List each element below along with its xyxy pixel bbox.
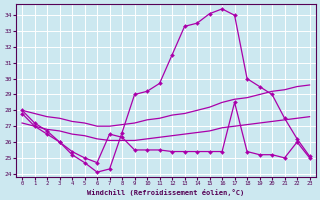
X-axis label: Windchill (Refroidissement éolien,°C): Windchill (Refroidissement éolien,°C) <box>87 189 244 196</box>
